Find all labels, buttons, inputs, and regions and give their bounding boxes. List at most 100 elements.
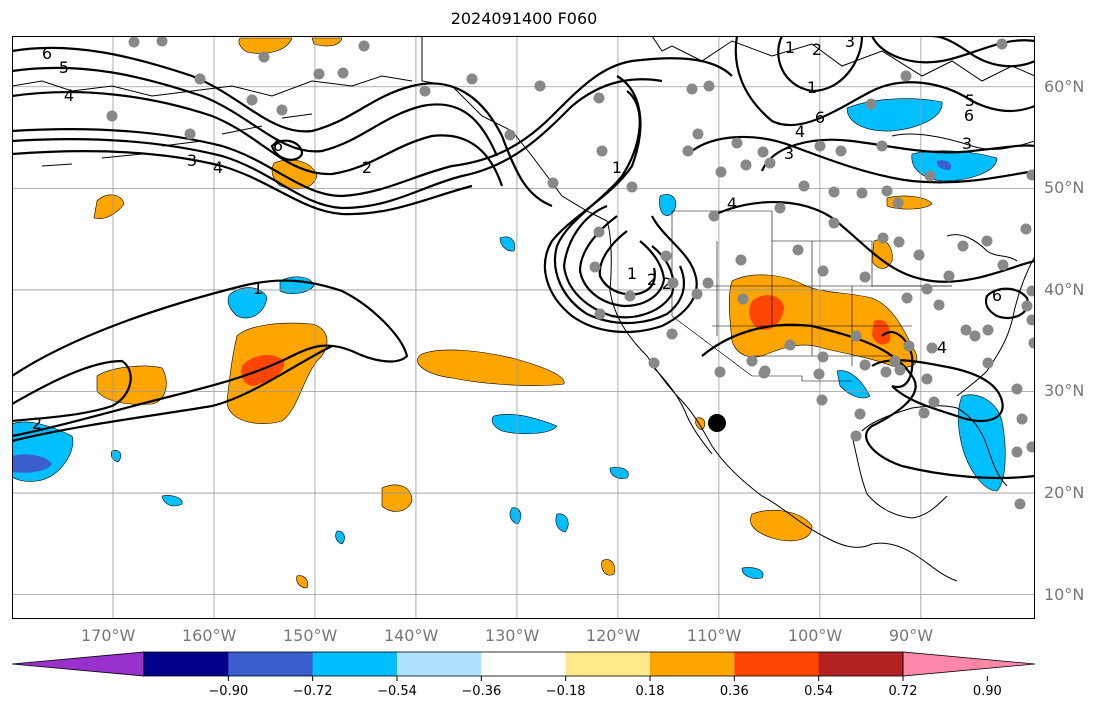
station-dot xyxy=(893,236,905,248)
station-dot xyxy=(593,92,605,104)
positive-anomaly-area xyxy=(750,509,813,542)
colorbar-tick-label: 0.90 xyxy=(972,684,1002,699)
station-dot xyxy=(419,85,431,97)
station-dot xyxy=(106,110,118,122)
colorbar-segment xyxy=(397,652,482,676)
contour-label: 4 xyxy=(213,158,223,177)
station-dot xyxy=(1026,314,1035,326)
station-dot xyxy=(547,177,559,189)
longitude-label: 90°W xyxy=(888,626,934,645)
positive-anomaly-area xyxy=(417,349,565,386)
colorbar-tick-label: 0.18 xyxy=(635,684,665,699)
contour-label: 5 xyxy=(965,91,975,110)
station-dot xyxy=(835,145,847,157)
station-dot xyxy=(740,159,752,171)
station-dot xyxy=(854,408,866,420)
station-dot xyxy=(856,187,868,199)
station-dot xyxy=(648,357,660,369)
colorbar-segment xyxy=(565,652,651,676)
negative-anomaly-area xyxy=(555,513,569,533)
station-dot xyxy=(957,240,969,252)
mexico-coast xyxy=(851,435,948,519)
station-dot xyxy=(258,51,270,63)
colorbar-segment xyxy=(734,652,820,676)
colorbar-extend-max xyxy=(902,651,1036,677)
colorbar-segment xyxy=(144,652,229,676)
great-lakes xyxy=(946,234,1018,262)
station-dot xyxy=(594,308,606,320)
station-dot xyxy=(850,330,862,342)
negative-anomaly-area xyxy=(509,507,522,525)
negative-anomaly-area xyxy=(836,370,871,399)
longitude-label: 170°W xyxy=(80,626,136,645)
station-dot xyxy=(901,292,913,304)
station-dot xyxy=(792,244,804,256)
station-dot xyxy=(982,357,994,369)
station-dot xyxy=(758,367,770,379)
latitude-label: 60°N xyxy=(1044,76,1085,96)
negative-anomaly-area xyxy=(741,567,764,579)
station-dot xyxy=(877,232,889,244)
station-dot xyxy=(1026,285,1035,297)
negative-anomaly-area xyxy=(279,276,315,295)
station-dot xyxy=(757,146,769,158)
station-dot xyxy=(997,259,1009,271)
contour-label: 6 xyxy=(964,106,974,125)
contour-label: 3 xyxy=(845,36,855,51)
positive-anomaly-area xyxy=(93,194,125,219)
positive-anomaly-area xyxy=(601,559,615,576)
station-dot xyxy=(626,181,638,193)
station-dot xyxy=(1011,383,1023,395)
station-dot xyxy=(926,342,938,354)
station-dot xyxy=(960,324,972,336)
map-frame xyxy=(12,36,1035,619)
baja-california xyxy=(651,365,713,455)
positive-anomaly-area xyxy=(271,159,318,190)
contour-label: 4 xyxy=(64,86,74,105)
station-dot xyxy=(969,330,981,342)
station-dot xyxy=(903,340,915,352)
station-dot xyxy=(817,351,829,363)
station-dot xyxy=(466,73,478,85)
colorbar-segment xyxy=(481,652,567,676)
colorbar-extend-min xyxy=(11,651,145,677)
station-dot xyxy=(764,157,776,169)
negative-anomaly-area xyxy=(499,236,515,252)
negative-anomaly-area xyxy=(227,287,268,319)
station-dot xyxy=(337,67,349,79)
station-dot xyxy=(981,235,993,247)
station-dot xyxy=(737,293,749,305)
station-dot xyxy=(702,277,714,289)
contour-label: 1 xyxy=(253,279,263,298)
longitude-label: 100°W xyxy=(787,626,843,645)
contour-label: 6 xyxy=(992,286,1002,305)
station-dot xyxy=(358,40,370,52)
contour-label: 5 xyxy=(59,58,69,77)
colorbar-segment xyxy=(228,652,314,676)
contour-label: 4 xyxy=(937,338,947,357)
contour-label: 1 xyxy=(785,38,795,57)
station-dot xyxy=(731,137,743,149)
colorbar-tick-label: −0.18 xyxy=(545,684,586,699)
station-dot xyxy=(692,128,704,140)
colorbar-tick-label: −0.72 xyxy=(292,684,333,699)
station-dot xyxy=(714,366,726,378)
highlight-location-marker xyxy=(708,414,726,432)
station-dot xyxy=(1026,441,1035,453)
west-coast xyxy=(606,220,958,582)
station-dot xyxy=(828,217,840,229)
station-dot xyxy=(933,299,945,311)
contour-label: 1 xyxy=(627,264,637,283)
strong-negative-anomaly-area xyxy=(936,160,952,170)
station-dot xyxy=(921,283,933,295)
station-dot xyxy=(1014,498,1026,510)
station-dot xyxy=(859,271,871,283)
station-dot xyxy=(798,180,810,192)
latitude-label: 40°N xyxy=(1044,279,1085,299)
station-dot xyxy=(246,94,258,106)
colorbar-tick-label: 0.72 xyxy=(888,684,918,699)
station-dot xyxy=(889,355,901,367)
station-dot xyxy=(624,290,636,302)
station-dot xyxy=(666,328,678,340)
chart-title: 2024091400 F060 xyxy=(450,9,598,28)
